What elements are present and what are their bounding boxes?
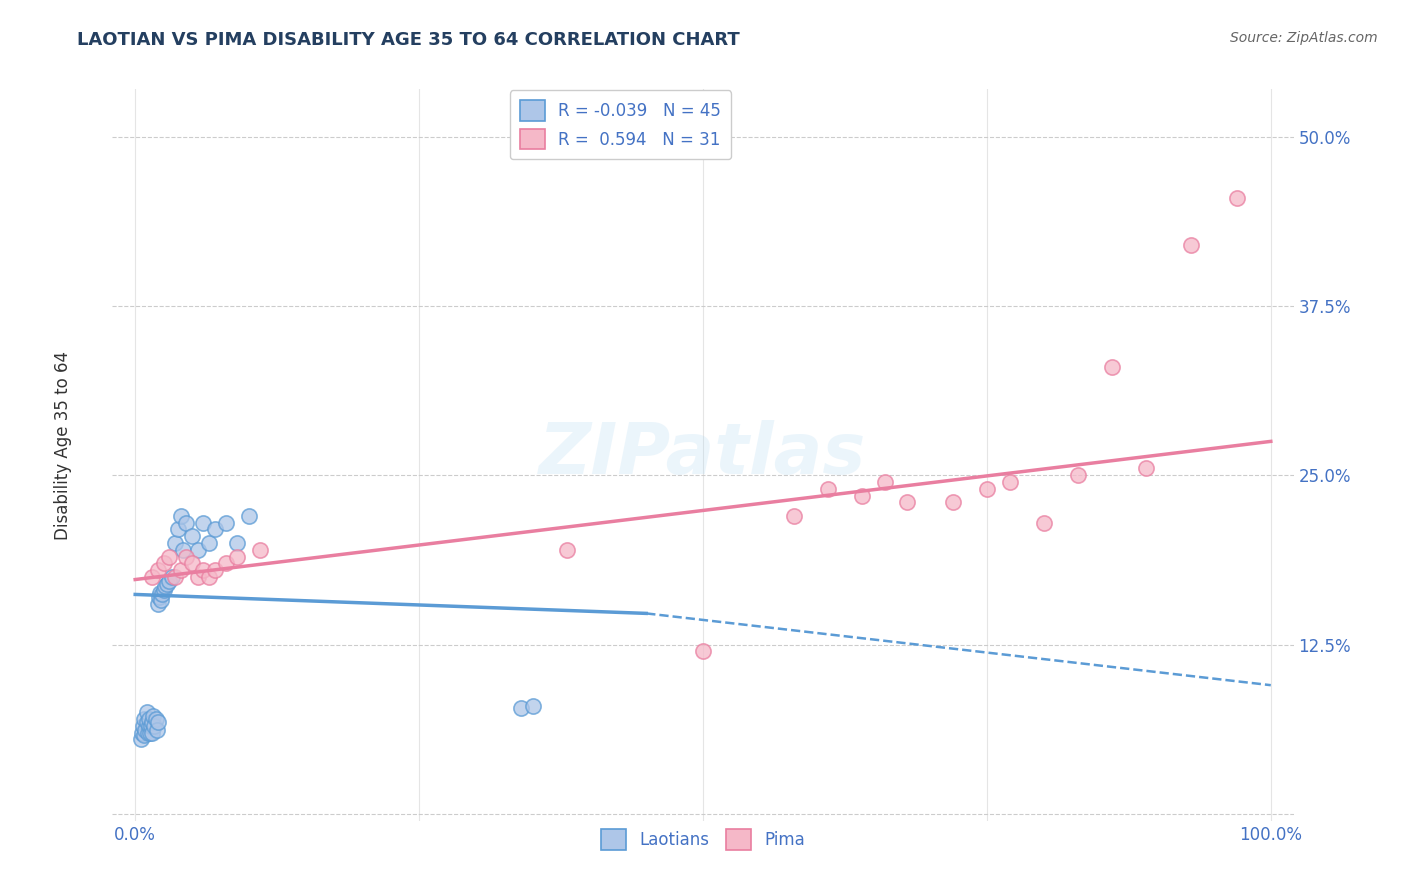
Point [204,523,226,537]
Point [181,529,204,543]
Point [193,516,215,530]
Point [226,536,249,550]
Point [522,698,544,713]
Point [169,563,191,577]
Point [135,714,157,729]
Point [1135,461,1157,475]
Point [851,489,873,503]
Point [976,482,998,496]
Point [138,712,160,726]
Point [193,563,215,577]
Point [1067,468,1090,483]
Point [148,590,170,604]
Point [174,549,197,564]
Point [198,536,221,550]
Point [873,475,896,489]
Point [152,587,174,601]
Point [157,549,180,564]
Point [198,570,221,584]
Point [215,516,238,530]
Point [146,597,169,611]
Text: LAOTIAN VS PIMA DISABILITY AGE 35 TO 64 CORRELATION CHART: LAOTIAN VS PIMA DISABILITY AGE 35 TO 64 … [77,31,740,49]
Point [238,508,260,523]
Text: Source: ZipAtlas.com: Source: ZipAtlas.com [1230,31,1378,45]
Point [150,592,173,607]
Point [163,536,186,550]
Point [942,495,965,509]
Point [152,583,174,598]
Point [142,709,165,723]
Point [172,542,194,557]
Legend: Laotians, Pima: Laotians, Pima [595,822,811,856]
Text: Disability Age 35 to 64: Disability Age 35 to 64 [55,351,72,541]
Point [152,556,174,570]
Point [163,570,186,584]
Point [132,719,155,733]
Point [896,495,918,509]
Point [145,723,169,737]
Point [1180,238,1202,252]
Point [187,570,209,584]
Point [1032,516,1054,530]
Point [146,563,169,577]
Point [131,725,153,739]
Point [174,516,197,530]
Point [998,475,1021,489]
Text: ZIPatlas: ZIPatlas [540,420,866,490]
Point [187,542,209,557]
Point [226,549,249,564]
Point [143,719,166,733]
Point [157,574,180,588]
Point [555,542,578,557]
Point [139,725,162,739]
Point [141,714,163,729]
Point [783,508,806,523]
Point [1226,190,1249,204]
Point [692,644,714,658]
Point [215,556,238,570]
Point [129,732,152,747]
Point [141,570,163,584]
Point [134,728,156,742]
Point [134,723,156,737]
Point [167,523,190,537]
Point [146,714,169,729]
Point [138,719,160,733]
Point [1101,359,1123,374]
Point [141,725,163,739]
Point [510,701,533,715]
Point [135,706,157,720]
Point [204,563,226,577]
Point [817,482,839,496]
Point [156,576,179,591]
Point [136,725,159,739]
Point [139,719,162,733]
Point [160,570,183,584]
Point [149,586,172,600]
Point [249,542,271,557]
Point [153,579,176,593]
Point [145,712,167,726]
Point [169,508,191,523]
Point [134,712,156,726]
Point [181,556,204,570]
